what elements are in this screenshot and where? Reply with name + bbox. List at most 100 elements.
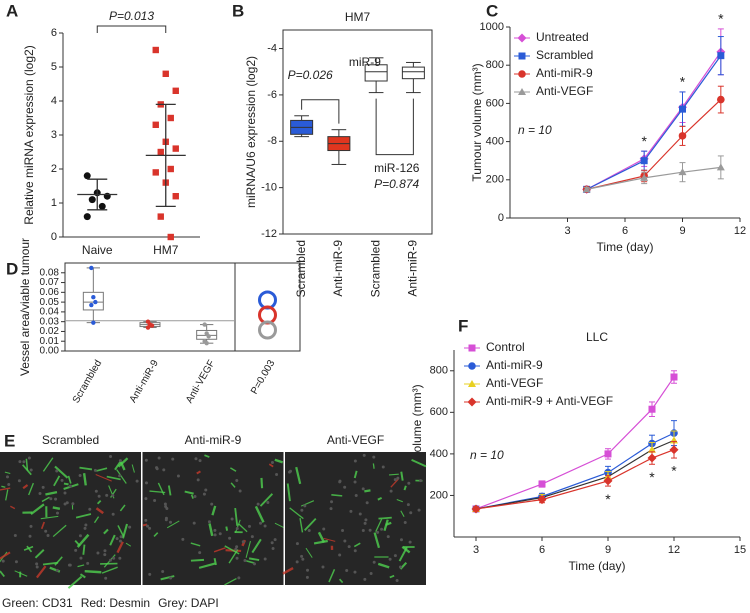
vessel-stain <box>76 533 90 548</box>
nucleus <box>361 528 365 532</box>
data-point <box>640 157 648 165</box>
vessel-stain <box>96 500 102 505</box>
vessel-stain <box>245 540 251 558</box>
significance-mark: * <box>649 469 655 485</box>
nucleus <box>118 556 122 560</box>
x-tick-label: Scrambled <box>368 240 382 297</box>
nucleus <box>28 534 32 538</box>
vessel-stain <box>0 570 5 578</box>
y-tick-label: 2 <box>51 163 57 175</box>
nucleus <box>111 493 115 497</box>
vessel-stain <box>95 507 104 515</box>
vessel-stain <box>378 516 392 520</box>
vessel-stain <box>52 524 67 538</box>
nucleus <box>196 478 200 482</box>
nucleus <box>347 545 351 549</box>
bracket <box>96 25 167 33</box>
nucleus <box>235 545 239 549</box>
nucleus <box>266 501 270 505</box>
nucleus <box>353 549 357 553</box>
annotation: P=0.013 <box>109 9 154 23</box>
nucleus <box>362 453 366 457</box>
nucleus <box>162 468 166 472</box>
nucleus <box>263 524 267 528</box>
data-point <box>678 132 687 140</box>
nucleus <box>118 459 122 463</box>
vessel-stain <box>131 464 135 473</box>
nucleus <box>295 542 299 546</box>
data-point <box>669 445 679 455</box>
nucleus <box>213 528 217 532</box>
image-title: Anti-VEGF <box>327 433 384 447</box>
nucleus <box>144 481 148 485</box>
nucleus <box>96 551 100 555</box>
nucleus <box>228 536 232 540</box>
vessel-stain <box>40 521 46 530</box>
vessel-stain <box>300 500 315 507</box>
series-line <box>586 55 722 190</box>
box <box>364 64 388 82</box>
nucleus <box>148 526 152 530</box>
vessel-stain <box>10 505 16 510</box>
data-point <box>157 213 164 220</box>
y-tick-label: 0.02 <box>40 326 60 337</box>
annotation: miR-9 <box>349 55 381 69</box>
nucleus <box>303 504 307 508</box>
y-tick-label: 400 <box>430 448 448 460</box>
nucleus <box>22 460 26 464</box>
data-point <box>83 172 91 180</box>
vessel-stain <box>0 487 11 491</box>
nucleus <box>18 460 22 464</box>
data-point <box>206 334 211 339</box>
nucleus <box>83 526 87 530</box>
vessel-stain <box>52 506 61 511</box>
vessel-stain <box>196 470 201 475</box>
nucleus <box>210 502 214 506</box>
nucleus <box>204 488 208 492</box>
vessel-stain <box>375 518 383 532</box>
vessel-stain <box>157 482 165 496</box>
y-tick-label: -12 <box>261 228 277 240</box>
annotation: P=0.026 <box>288 68 333 82</box>
nucleus <box>275 472 279 476</box>
nucleus <box>192 521 196 525</box>
nucleus <box>307 529 311 533</box>
plot-frame <box>282 29 433 235</box>
vessel-stain <box>213 547 226 553</box>
vessel-stain <box>224 545 240 555</box>
vessel-stain <box>114 461 122 471</box>
nucleus <box>338 553 342 557</box>
data-point <box>149 323 155 328</box>
nucleus <box>417 508 421 512</box>
nucleus <box>408 540 412 544</box>
nucleus <box>144 497 148 501</box>
y-tick-label: 0.07 <box>40 277 60 288</box>
nucleus <box>305 575 309 579</box>
vessel-stain <box>204 454 210 458</box>
vessel-stain <box>228 549 239 564</box>
nucleus <box>372 560 376 564</box>
nucleus <box>74 548 78 552</box>
x-tick-label: Anti-miR-9 <box>406 240 420 297</box>
y-tick-label: -8 <box>267 135 277 147</box>
vessel-stain <box>390 478 399 488</box>
nucleus <box>301 557 305 561</box>
nucleus <box>345 568 349 572</box>
caption: Red: Desmin <box>81 596 150 610</box>
nucleus <box>381 465 385 469</box>
nucleus <box>44 529 48 533</box>
vessel-stain <box>289 507 304 520</box>
data-point <box>670 373 678 381</box>
vessel-stain <box>109 534 116 546</box>
nucleus <box>259 521 263 525</box>
nucleus <box>403 520 407 524</box>
nucleus <box>407 481 411 485</box>
nucleus <box>395 579 399 583</box>
data-point <box>582 185 591 193</box>
vessel-stain <box>225 526 229 531</box>
vessel-stain <box>63 482 69 486</box>
vessel-stain <box>372 463 375 469</box>
nucleus <box>78 534 82 538</box>
nucleus <box>84 523 88 527</box>
x-tick-label: Scrambled <box>294 240 308 297</box>
